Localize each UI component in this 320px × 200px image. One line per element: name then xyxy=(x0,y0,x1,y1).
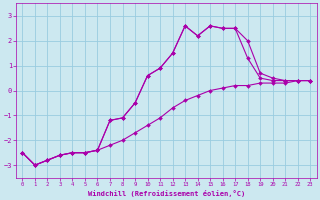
X-axis label: Windchill (Refroidissement éolien,°C): Windchill (Refroidissement éolien,°C) xyxy=(88,190,245,197)
